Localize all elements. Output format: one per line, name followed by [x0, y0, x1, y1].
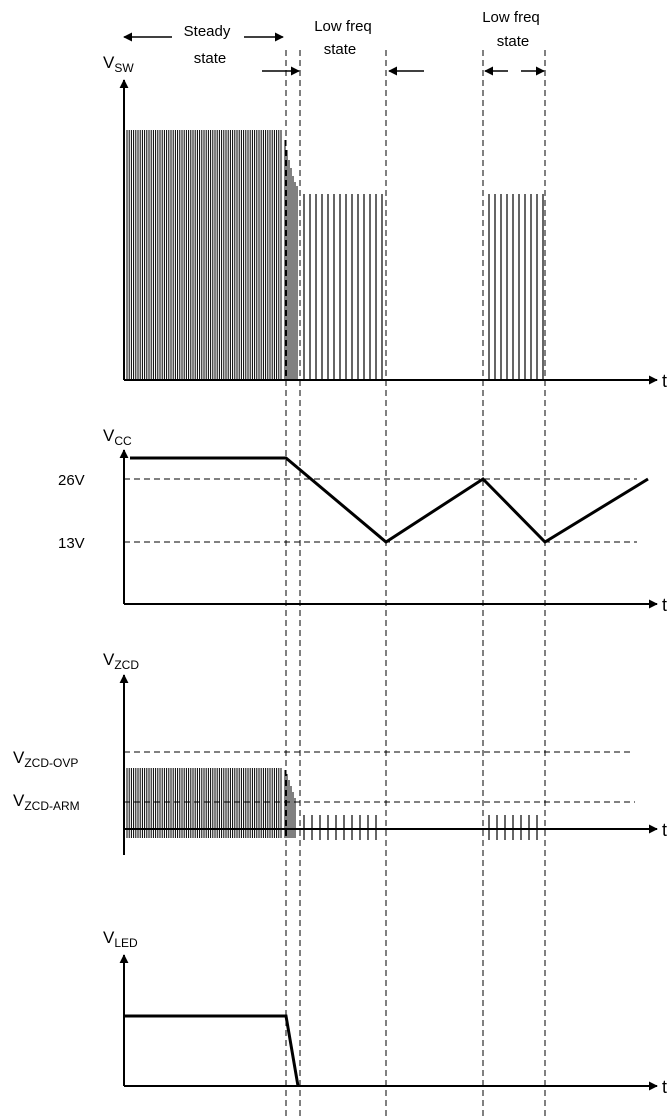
vled-axis-label: VLED: [103, 928, 138, 950]
vcc-time-label: t: [662, 595, 667, 615]
lowfreq-b-label-line2: state: [497, 33, 530, 50]
vzcd-axis-label: VZCD: [103, 650, 139, 672]
vcc-waveform: [130, 456, 649, 544]
steady-label-line2: state: [194, 50, 227, 67]
vsw-axis-label: VSW: [103, 53, 134, 75]
vsw-switching-pulses: [126, 130, 544, 380]
vzcd-time-label: t: [662, 820, 667, 840]
zcd-arm-label: VZCD-ARM: [13, 791, 80, 813]
lowfreq-b-label-line1: Low freq: [482, 9, 540, 26]
vled-time-label: t: [662, 1077, 667, 1097]
time-markers: [285, 50, 546, 1118]
level-13v-label: 13V: [58, 535, 85, 552]
vled-waveform: [124, 1014, 300, 1087]
region-annotations: Steady state Low freq state Low freq sta…: [123, 9, 545, 76]
panel-vsw: VSW t: [103, 53, 667, 391]
level-26v-label: 26V: [58, 472, 85, 489]
steady-label-line1: Steady: [184, 23, 231, 40]
vzcd-pulses: [126, 768, 538, 840]
panel-vcc: VCC t 26V 13V: [58, 426, 667, 615]
vsw-time-label: t: [662, 371, 667, 391]
vcc-axis-label: VCC: [103, 426, 132, 448]
lowfreq-a-label-line2: state: [324, 41, 357, 58]
zcd-ovp-label: VZCD-OVP: [13, 748, 78, 770]
panel-vzcd: VZCD t VZCD-OVP VZCD-ARM: [13, 650, 667, 855]
lowfreq-a-label-line1: Low freq: [314, 18, 372, 35]
panel-vled: VLED t: [103, 928, 667, 1097]
